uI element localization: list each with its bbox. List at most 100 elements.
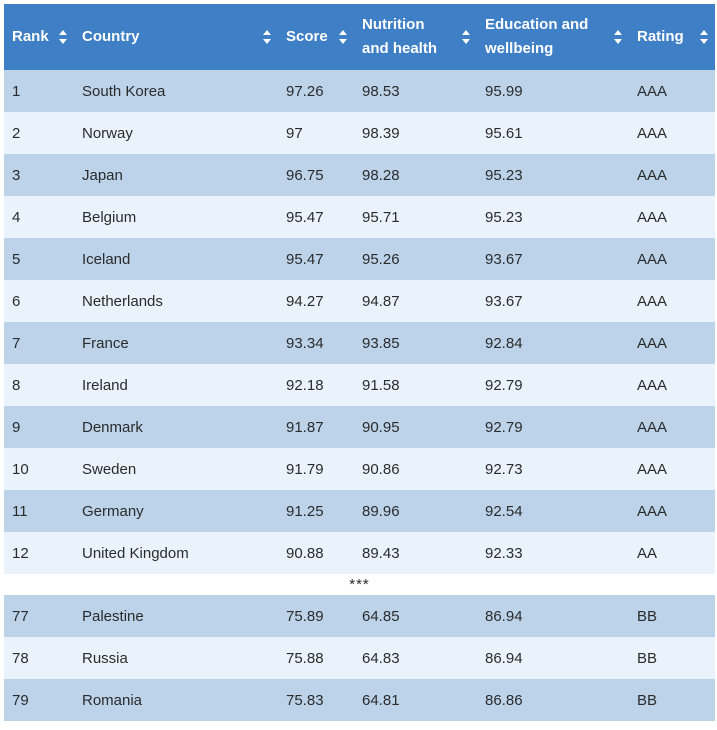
- sort-arrows-icon[interactable]: [699, 29, 709, 45]
- cell-score: 96.75: [278, 154, 354, 196]
- cell-rating: AAA: [629, 238, 715, 280]
- ranking-table-container: Rank Country Score Nutrition and health: [4, 4, 715, 721]
- cell-score: 97.26: [278, 70, 354, 112]
- cell-education: 93.67: [477, 238, 629, 280]
- cell-country: Iceland: [74, 238, 278, 280]
- cell-nutrition: 94.87: [354, 280, 477, 322]
- cell-rank: 10: [4, 448, 74, 490]
- header-label: Country: [82, 28, 140, 45]
- cell-rank: 11: [4, 490, 74, 532]
- cell-rank: 1: [4, 70, 74, 112]
- cell-rank: 8: [4, 364, 74, 406]
- cell-country: Belgium: [74, 196, 278, 238]
- cell-country: Russia: [74, 637, 278, 679]
- cell-education: 93.67: [477, 280, 629, 322]
- cell-education: 95.61: [477, 112, 629, 154]
- cell-rank: 2: [4, 112, 74, 154]
- cell-score: 95.47: [278, 196, 354, 238]
- cell-education: 86.94: [477, 595, 629, 637]
- table-row: 8 Ireland 92.18 91.58 92.79 AAA: [4, 364, 715, 406]
- cell-rating: AAA: [629, 280, 715, 322]
- cell-rating: AAA: [629, 112, 715, 154]
- sort-arrows-icon[interactable]: [262, 29, 272, 45]
- cell-score: 91.25: [278, 490, 354, 532]
- table-row: 11 Germany 91.25 89.96 92.54 AAA: [4, 490, 715, 532]
- cell-rank: 6: [4, 280, 74, 322]
- cell-nutrition: 98.53: [354, 70, 477, 112]
- cell-rating: AAA: [629, 364, 715, 406]
- cell-rating: AAA: [629, 322, 715, 364]
- cell-rank: 12: [4, 532, 74, 574]
- cell-rating: AAA: [629, 448, 715, 490]
- cell-score: 91.79: [278, 448, 354, 490]
- ellipsis-separator: ***: [4, 574, 715, 595]
- cell-nutrition: 98.39: [354, 112, 477, 154]
- table-row: 4 Belgium 95.47 95.71 95.23 AAA: [4, 196, 715, 238]
- cell-nutrition: 64.85: [354, 595, 477, 637]
- cell-score: 75.88: [278, 637, 354, 679]
- cell-nutrition: 91.58: [354, 364, 477, 406]
- cell-education: 92.79: [477, 364, 629, 406]
- cell-education: 86.94: [477, 637, 629, 679]
- cell-education: 95.23: [477, 154, 629, 196]
- table-row: 77 Palestine 75.89 64.85 86.94 BB: [4, 595, 715, 637]
- table-row: 5 Iceland 95.47 95.26 93.67 AAA: [4, 238, 715, 280]
- cell-education: 95.99: [477, 70, 629, 112]
- cell-country: United Kingdom: [74, 532, 278, 574]
- cell-nutrition: 89.96: [354, 490, 477, 532]
- cell-rank: 77: [4, 595, 74, 637]
- table-row: 2 Norway 97 98.39 95.61 AAA: [4, 112, 715, 154]
- cell-education: 92.73: [477, 448, 629, 490]
- cell-score: 75.89: [278, 595, 354, 637]
- header-rating[interactable]: Rating: [629, 4, 715, 70]
- header-score[interactable]: Score: [278, 4, 354, 70]
- header-country[interactable]: Country: [74, 4, 278, 70]
- cell-score: 90.88: [278, 532, 354, 574]
- cell-rating: BB: [629, 595, 715, 637]
- cell-rating: AAA: [629, 490, 715, 532]
- cell-nutrition: 90.86: [354, 448, 477, 490]
- cell-country: Netherlands: [74, 280, 278, 322]
- separator-row: ***: [4, 574, 715, 595]
- ranking-table: Rank Country Score Nutrition and health: [4, 4, 715, 721]
- cell-rating: BB: [629, 679, 715, 721]
- cell-rank: 79: [4, 679, 74, 721]
- sort-arrows-icon[interactable]: [613, 29, 623, 45]
- cell-country: Romania: [74, 679, 278, 721]
- cell-rating: AAA: [629, 406, 715, 448]
- cell-education: 92.33: [477, 532, 629, 574]
- cell-education: 86.86: [477, 679, 629, 721]
- header-rank[interactable]: Rank: [4, 4, 74, 70]
- table-row: 3 Japan 96.75 98.28 95.23 AAA: [4, 154, 715, 196]
- cell-education: 92.54: [477, 490, 629, 532]
- header-label: Education and wellbeing: [485, 16, 589, 57]
- cell-country: Norway: [74, 112, 278, 154]
- header-education-wellbeing[interactable]: Education and wellbeing: [477, 4, 629, 70]
- table-row: 79 Romania 75.83 64.81 86.86 BB: [4, 679, 715, 721]
- cell-score: 97: [278, 112, 354, 154]
- header-label: Nutrition and health: [362, 16, 438, 57]
- cell-country: Palestine: [74, 595, 278, 637]
- cell-nutrition: 95.71: [354, 196, 477, 238]
- cell-score: 91.87: [278, 406, 354, 448]
- table-row: 7 France 93.34 93.85 92.84 AAA: [4, 322, 715, 364]
- cell-nutrition: 90.95: [354, 406, 477, 448]
- cell-score: 92.18: [278, 364, 354, 406]
- cell-score: 94.27: [278, 280, 354, 322]
- header-label: Rating: [637, 28, 684, 45]
- cell-score: 75.83: [278, 679, 354, 721]
- header-nutrition-health[interactable]: Nutrition and health: [354, 4, 477, 70]
- table-row: 1 South Korea 97.26 98.53 95.99 AAA: [4, 70, 715, 112]
- cell-nutrition: 93.85: [354, 322, 477, 364]
- cell-rating: AAA: [629, 70, 715, 112]
- cell-nutrition: 64.81: [354, 679, 477, 721]
- cell-country: Ireland: [74, 364, 278, 406]
- table-row: 12 United Kingdom 90.88 89.43 92.33 AA: [4, 532, 715, 574]
- sort-arrows-icon[interactable]: [338, 29, 348, 45]
- sort-arrows-icon[interactable]: [58, 29, 68, 45]
- sort-arrows-icon[interactable]: [461, 29, 471, 45]
- table-row: 10 Sweden 91.79 90.86 92.73 AAA: [4, 448, 715, 490]
- cell-country: Germany: [74, 490, 278, 532]
- cell-rank: 5: [4, 238, 74, 280]
- cell-education: 95.23: [477, 196, 629, 238]
